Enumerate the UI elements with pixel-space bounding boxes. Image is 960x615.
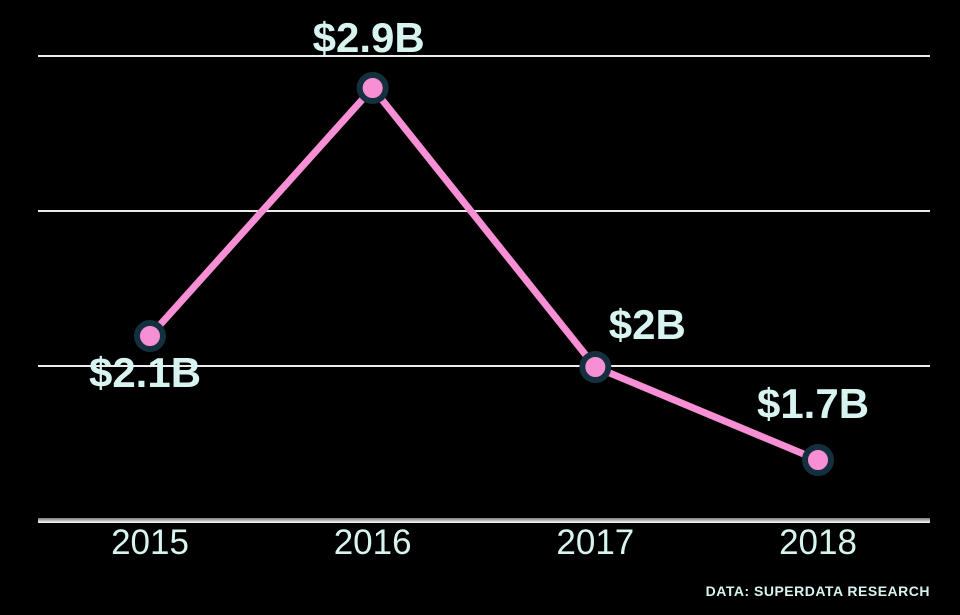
value-label-2016: $2.9B xyxy=(312,14,425,61)
gridline xyxy=(38,210,930,212)
gridline xyxy=(38,55,930,57)
data-point-2015 xyxy=(134,320,166,352)
source-attribution: DATA: SUPERDATA RESEARCH xyxy=(705,583,930,599)
x-axis-label-2015: 2015 xyxy=(111,523,189,562)
data-point-2018 xyxy=(802,444,834,476)
x-axis-label-2017: 2017 xyxy=(556,523,635,562)
value-label-2018: $1.7B xyxy=(756,380,870,427)
value-label-2017: $2B xyxy=(608,301,686,348)
value-label-2015: $2.1B xyxy=(88,349,202,396)
revenue-line xyxy=(147,82,820,464)
x-axis-line xyxy=(38,518,930,523)
data-point-2017 xyxy=(579,351,612,383)
data-point-2016 xyxy=(356,72,389,104)
x-axis-label-2018: 2018 xyxy=(779,523,857,562)
gridline xyxy=(38,365,930,367)
x-axis-label-2016: 2016 xyxy=(333,523,412,562)
